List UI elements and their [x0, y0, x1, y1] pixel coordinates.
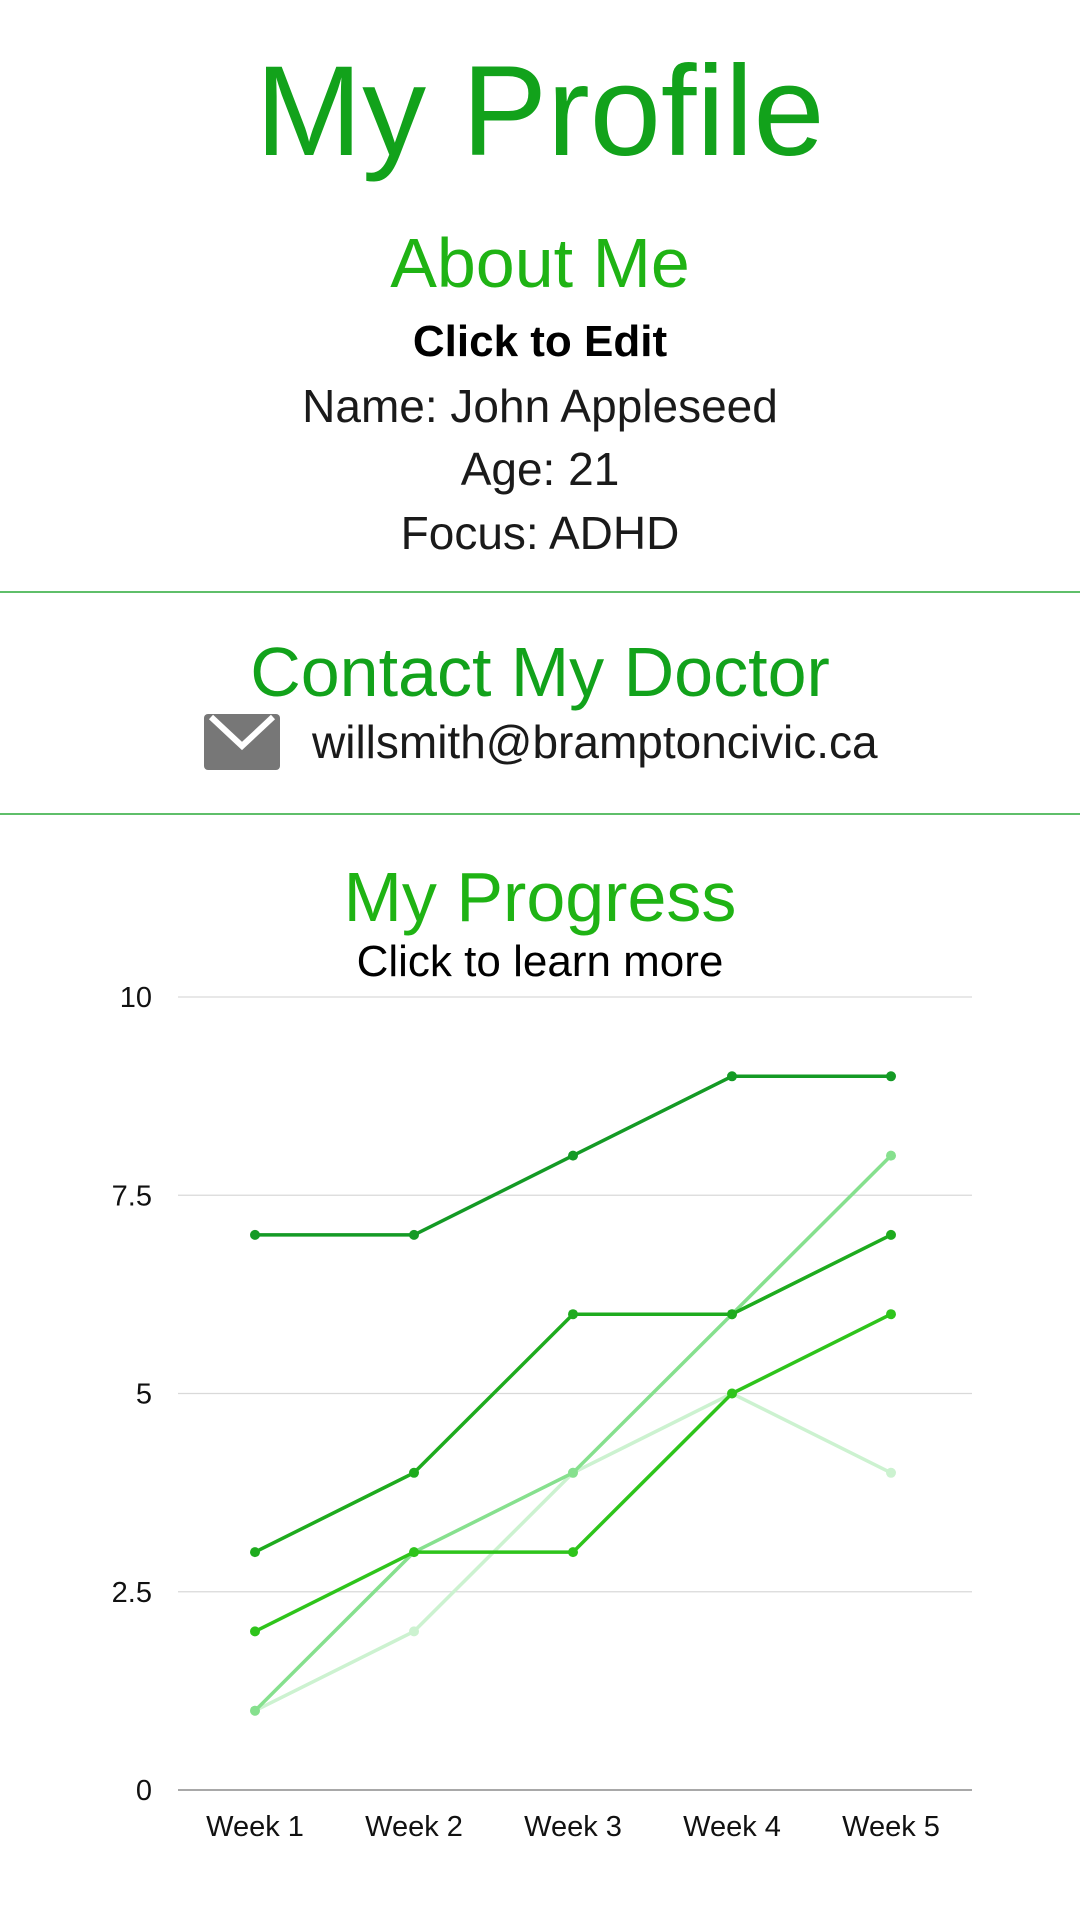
section-divider — [0, 813, 1080, 815]
data-point[interactable] — [409, 1547, 419, 1558]
y-axis-labels: 0 2.5 5 7.5 10 — [112, 982, 152, 1807]
section-divider — [0, 591, 1080, 593]
data-point[interactable] — [886, 1467, 896, 1478]
progress-heading: My Progress — [343, 858, 737, 936]
page-title: My Profile — [255, 40, 825, 183]
data-point[interactable] — [886, 1150, 896, 1161]
chart-series-line[interactable] — [250, 1309, 896, 1637]
y-tick-label: 5 — [136, 1379, 152, 1411]
contact-doctor-heading: Contact My Doctor — [250, 633, 830, 711]
x-tick-label: Week 2 — [365, 1811, 463, 1843]
x-axis-labels: Week 1 Week 2 Week 3 Week 4 Week 5 — [206, 1811, 940, 1843]
data-point[interactable] — [727, 1309, 737, 1320]
data-point[interactable] — [568, 1547, 578, 1558]
chart-series-line[interactable] — [250, 1229, 896, 1558]
x-tick-label: Week 1 — [206, 1811, 304, 1843]
learn-more-link[interactable]: Click to learn more — [356, 937, 724, 986]
data-point[interactable] — [409, 1229, 419, 1240]
data-point[interactable] — [886, 1229, 896, 1240]
chart-series-line[interactable] — [250, 1071, 896, 1240]
contact-email-row[interactable]: willsmith@bramptoncivic.ca — [204, 712, 878, 772]
x-tick-label: Week 4 — [683, 1811, 781, 1843]
y-tick-label: 10 — [120, 982, 152, 1014]
edit-profile-button[interactable]: Click to Edit — [412, 317, 668, 366]
chart-series[interactable] — [250, 1071, 896, 1716]
y-tick-label: 7.5 — [112, 1180, 152, 1212]
data-point[interactable] — [250, 1229, 260, 1240]
data-point[interactable] — [409, 1467, 419, 1478]
y-tick-label: 0 — [136, 1775, 152, 1807]
data-point[interactable] — [568, 1309, 578, 1320]
age-value: Age: 21 — [460, 443, 620, 495]
data-point[interactable] — [250, 1626, 260, 1637]
data-point[interactable] — [727, 1388, 737, 1399]
focus-value: Focus: ADHD — [400, 507, 680, 559]
x-tick-label: Week 3 — [524, 1811, 622, 1843]
data-point[interactable] — [886, 1071, 896, 1082]
data-point[interactable] — [568, 1467, 578, 1478]
name-value: Name: John Appleseed — [302, 380, 778, 432]
data-point[interactable] — [568, 1150, 578, 1161]
data-point[interactable] — [409, 1626, 419, 1637]
about-me-heading: About Me — [390, 224, 690, 302]
data-point[interactable] — [250, 1547, 260, 1558]
x-tick-label: Week 5 — [842, 1811, 940, 1843]
doctor-email-link[interactable]: willsmith@bramptoncivic.ca — [312, 716, 878, 768]
series-line — [253, 1153, 893, 1713]
data-point[interactable] — [727, 1071, 737, 1082]
y-tick-label: 2.5 — [112, 1577, 152, 1609]
chart-gridlines — [178, 996, 972, 1791]
data-point[interactable] — [886, 1309, 896, 1320]
envelope-icon[interactable] — [204, 714, 280, 770]
data-point[interactable] — [250, 1705, 260, 1716]
